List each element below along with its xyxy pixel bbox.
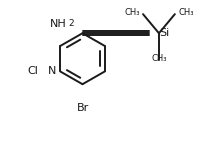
Text: CH₃: CH₃ <box>124 8 140 17</box>
Text: Si: Si <box>160 28 170 38</box>
Text: CH₃: CH₃ <box>151 54 167 63</box>
Text: 2: 2 <box>69 19 74 28</box>
Text: NH: NH <box>50 19 67 29</box>
Text: Cl: Cl <box>27 66 38 76</box>
Text: CH₃: CH₃ <box>178 8 193 17</box>
Text: Br: Br <box>76 103 89 113</box>
Text: N: N <box>48 66 56 76</box>
